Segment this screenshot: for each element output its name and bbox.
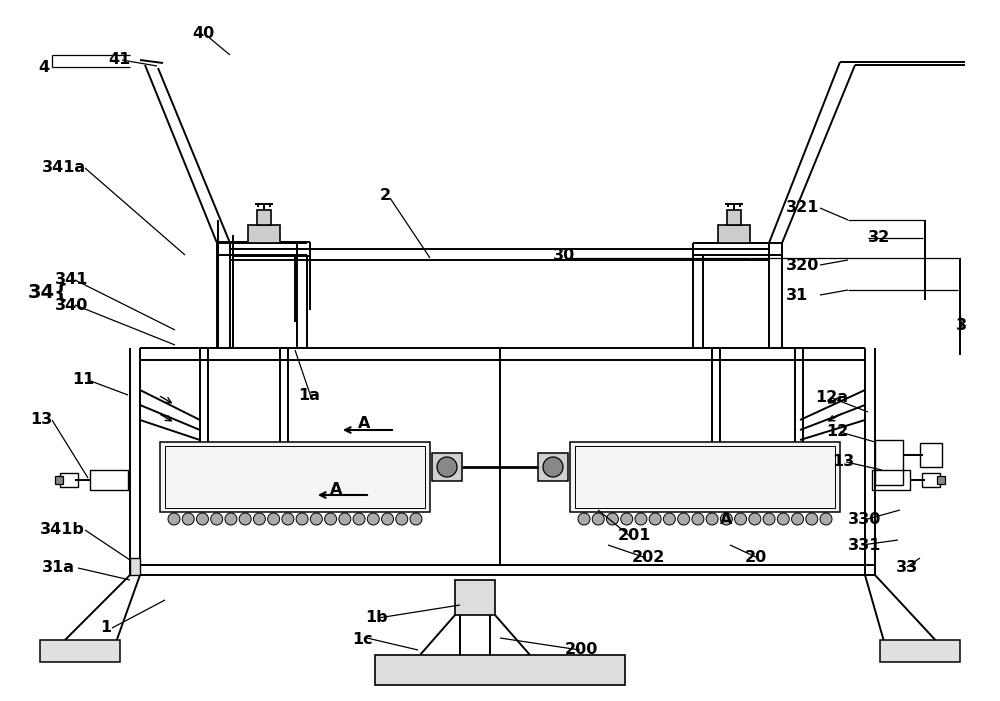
Text: 40: 40 — [192, 25, 214, 41]
Circle shape — [777, 513, 789, 525]
Circle shape — [211, 513, 223, 525]
Text: 321: 321 — [786, 200, 819, 215]
Circle shape — [182, 513, 194, 525]
Circle shape — [592, 513, 604, 525]
Bar — [875, 440, 903, 485]
Text: 13: 13 — [30, 412, 52, 428]
Text: 341: 341 — [55, 273, 88, 287]
Bar — [727, 210, 741, 225]
Circle shape — [268, 513, 280, 525]
Circle shape — [225, 513, 237, 525]
Text: 331: 331 — [848, 538, 881, 552]
Circle shape — [820, 513, 832, 525]
Text: 1c: 1c — [352, 632, 373, 648]
Text: 30: 30 — [553, 247, 575, 262]
Circle shape — [196, 513, 208, 525]
Bar — [570, 442, 840, 512]
Circle shape — [410, 513, 422, 525]
Circle shape — [396, 513, 408, 525]
Text: 4: 4 — [38, 60, 49, 74]
Text: 1b: 1b — [365, 611, 388, 625]
Circle shape — [296, 513, 308, 525]
Circle shape — [692, 513, 704, 525]
Text: 11: 11 — [72, 372, 94, 388]
Bar — [922, 473, 940, 487]
Circle shape — [339, 513, 351, 525]
Circle shape — [635, 513, 647, 525]
Circle shape — [578, 513, 590, 525]
Circle shape — [792, 513, 804, 525]
Text: A: A — [720, 512, 732, 527]
Text: 200: 200 — [565, 643, 598, 658]
Circle shape — [621, 513, 633, 525]
Text: 341a: 341a — [42, 161, 86, 175]
Bar — [375, 655, 625, 685]
Bar — [248, 225, 280, 243]
Bar — [538, 453, 568, 481]
Text: 13: 13 — [832, 454, 854, 470]
Circle shape — [806, 513, 818, 525]
Text: 32: 32 — [868, 231, 890, 245]
Text: 1: 1 — [100, 620, 111, 636]
Circle shape — [310, 513, 322, 525]
Text: 12a: 12a — [815, 390, 848, 405]
Circle shape — [706, 513, 718, 525]
Circle shape — [663, 513, 675, 525]
Bar — [60, 473, 78, 487]
Text: 340: 340 — [55, 297, 88, 313]
Text: 31: 31 — [786, 287, 808, 303]
Text: 202: 202 — [632, 550, 665, 566]
Text: 3: 3 — [956, 318, 967, 332]
Bar — [160, 442, 430, 512]
Text: 2: 2 — [380, 187, 391, 203]
Text: 33: 33 — [896, 559, 918, 575]
Bar — [40, 640, 120, 662]
Bar — [920, 443, 942, 467]
Circle shape — [325, 513, 337, 525]
Circle shape — [763, 513, 775, 525]
Bar — [872, 470, 910, 490]
Circle shape — [606, 513, 618, 525]
Circle shape — [367, 513, 379, 525]
Circle shape — [282, 513, 294, 525]
Circle shape — [749, 513, 761, 525]
Bar — [880, 640, 960, 662]
Circle shape — [543, 457, 563, 477]
Text: 341b: 341b — [40, 522, 85, 538]
Text: A: A — [330, 482, 342, 498]
Circle shape — [382, 513, 394, 525]
Text: 31a: 31a — [42, 561, 75, 576]
Bar — [165, 446, 425, 508]
Text: 1a: 1a — [298, 388, 320, 402]
Circle shape — [253, 513, 265, 525]
Bar — [90, 470, 128, 490]
Bar — [455, 580, 495, 615]
Text: 34{: 34{ — [28, 283, 69, 301]
Circle shape — [678, 513, 690, 525]
Circle shape — [735, 513, 747, 525]
Text: 330: 330 — [848, 512, 881, 527]
Text: 201: 201 — [618, 527, 651, 543]
Text: 320: 320 — [786, 257, 819, 273]
Bar — [718, 225, 750, 243]
Circle shape — [649, 513, 661, 525]
Circle shape — [353, 513, 365, 525]
Bar — [575, 446, 835, 508]
Bar — [130, 558, 140, 575]
Bar — [55, 476, 63, 484]
Bar — [257, 210, 271, 225]
Text: A: A — [358, 416, 370, 432]
Bar — [432, 453, 462, 481]
Text: 41: 41 — [108, 53, 130, 67]
Bar — [937, 476, 945, 484]
Text: 12: 12 — [826, 425, 848, 440]
Text: 20: 20 — [745, 550, 767, 566]
Circle shape — [168, 513, 180, 525]
Circle shape — [437, 457, 457, 477]
Circle shape — [239, 513, 251, 525]
Circle shape — [720, 513, 732, 525]
